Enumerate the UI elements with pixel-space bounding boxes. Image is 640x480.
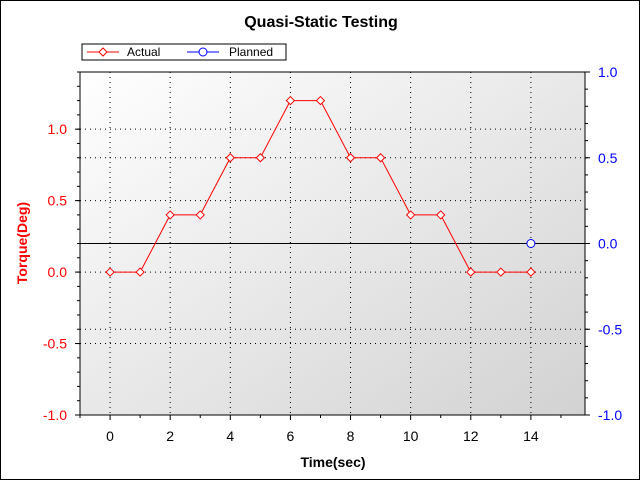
y-right-tick-label: -1.0 [598, 407, 622, 423]
y-right-tick-label: 0.0 [598, 236, 618, 252]
y-right-tick-label: 1.0 [598, 64, 618, 80]
data-point-actual [436, 210, 446, 220]
data-point-actual [526, 267, 536, 277]
legend: Actual Planned [81, 43, 287, 61]
y-axis-left-title: Torque(Deg) [14, 202, 30, 284]
data-point-actual [466, 267, 476, 277]
data-point-actual [195, 210, 205, 220]
x-tick-label: 4 [226, 428, 234, 444]
chart-title: Quasi-Static Testing [244, 14, 398, 31]
legend-actual-label: Actual [127, 45, 160, 59]
legend-actual-marker [98, 47, 108, 57]
data-point-actual [285, 95, 296, 106]
x-tick-label: 14 [523, 428, 539, 444]
grid-lines [80, 72, 585, 415]
data-point-actual [315, 95, 326, 106]
y-left-tick-label: 0.5 [48, 193, 68, 209]
y-left-tick-label: -0.5 [43, 336, 67, 352]
data-point-actual [135, 267, 145, 277]
y-left-tick-label: -1.0 [43, 407, 67, 423]
x-tick-label: 12 [463, 428, 479, 444]
legend-box [81, 43, 287, 61]
x-axis-title: Time(sec) [300, 454, 365, 470]
data-point-actual [225, 153, 236, 163]
data-point-actual [405, 210, 416, 220]
y-right-tick-label: -0.5 [598, 321, 622, 337]
data-point-actual [345, 153, 356, 163]
legend-planned-marker [198, 47, 208, 57]
series [105, 95, 536, 277]
axes: 0 2 4 6 8 10 12 14 -1.0 -0.5 0.0 0.5 1.0 -1.0 -0.5 0.0 0… [43, 64, 622, 444]
data-point-actual [255, 153, 266, 163]
data-point-actual [105, 267, 115, 277]
y-left-tick-label: 0.0 [48, 264, 68, 280]
x-tick-label: 6 [287, 428, 295, 444]
legend-planned-label: Planned [229, 45, 273, 59]
y-left-tick-label: 1.0 [48, 121, 68, 137]
x-tick-label: 8 [347, 428, 355, 444]
data-point-actual [375, 153, 386, 163]
data-point-actual [165, 210, 175, 220]
x-tick-label: 0 [106, 428, 114, 444]
data-point-planned [526, 239, 536, 248]
y-right-tick-label: 0.5 [598, 150, 618, 166]
x-tick-label: 2 [166, 428, 174, 444]
x-tick-label: 10 [403, 428, 419, 444]
data-point-actual [496, 267, 506, 277]
